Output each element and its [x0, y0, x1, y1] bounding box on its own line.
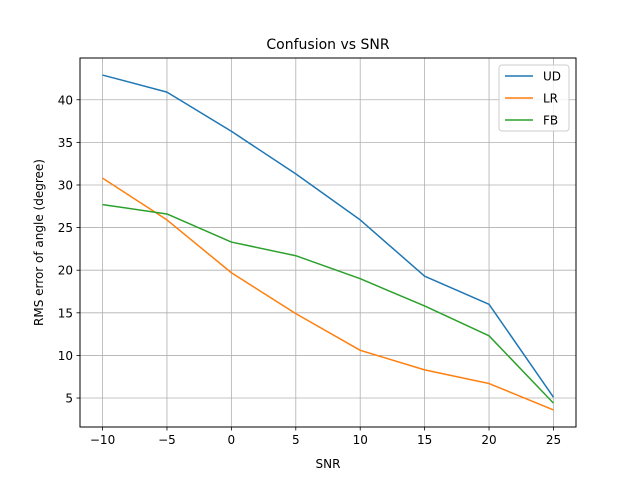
x-tick-label: −10 — [90, 433, 115, 447]
x-tick-label: 5 — [292, 433, 300, 447]
y-axis-ticks: 5 10 15 20 25 30 35 40 — [58, 93, 80, 406]
y-tick-label: 40 — [58, 93, 73, 107]
legend-label-ud: UD — [543, 70, 561, 84]
x-tick-label: 10 — [353, 433, 368, 447]
y-tick-label: 15 — [58, 306, 73, 320]
x-tick-label: 0 — [228, 433, 236, 447]
y-tick-label: 10 — [58, 349, 73, 363]
series-lines — [102, 74, 555, 411]
series-line-fb — [102, 203, 554, 404]
y-tick-label: 5 — [65, 392, 73, 406]
x-tick-label: −5 — [158, 433, 176, 447]
legend: UD LR FB — [498, 64, 570, 132]
x-axis-ticks: −10 −5 0 5 10 15 20 25 — [90, 427, 561, 447]
y-tick-label: 25 — [58, 221, 73, 235]
x-tick-label: 25 — [546, 433, 561, 447]
x-tick-label: 20 — [481, 433, 496, 447]
chart-title: Confusion vs SNR — [266, 37, 389, 53]
legend-box — [498, 64, 570, 132]
series-line-ud — [102, 74, 555, 398]
y-tick-label: 30 — [58, 178, 73, 192]
y-axis-label: RMS error of angle (degree) — [32, 159, 46, 326]
series-line-lr — [102, 177, 554, 411]
y-tick-label: 20 — [58, 264, 73, 278]
plot-frame — [79, 57, 577, 428]
legend-label-lr: LR — [543, 92, 558, 106]
y-tick-label: 35 — [58, 136, 73, 150]
x-tick-label: 15 — [417, 433, 432, 447]
x-axis-label: SNR — [316, 457, 341, 471]
legend-label-fb: FB — [543, 114, 558, 128]
